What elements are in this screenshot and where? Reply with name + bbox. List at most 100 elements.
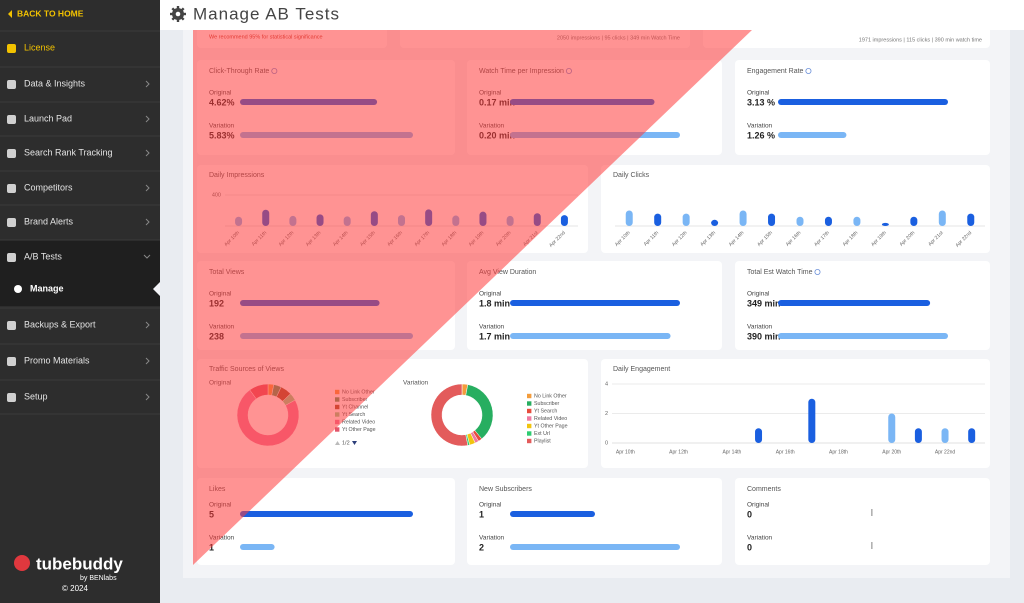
chevron-right <box>145 184 150 192</box>
logo-icon <box>14 555 30 571</box>
menu-icon <box>7 115 16 124</box>
info-icon[interactable] <box>814 268 821 275</box>
chevron-right <box>145 149 150 157</box>
metric-bar <box>240 511 413 517</box>
menu-icon <box>7 80 16 89</box>
legend-swatch <box>527 393 532 399</box>
row-label: Variation <box>209 535 235 542</box>
chevron-right <box>145 80 150 88</box>
chevron-down <box>143 254 151 259</box>
chevron-right <box>145 321 150 329</box>
row-label: Original <box>479 502 502 509</box>
metric-bar <box>871 542 873 549</box>
metric-bar <box>778 300 931 306</box>
chart-title: Daily Engagement <box>613 366 670 373</box>
metric-value: 3.13 % <box>747 97 775 107</box>
legend-label: Yt Search <box>534 408 557 414</box>
metric-value: 390 min <box>747 331 781 341</box>
submenu-icon <box>14 285 22 293</box>
bar <box>711 219 719 226</box>
legend-label: Yt Search <box>342 412 365 418</box>
metric-value: 2 <box>479 542 484 552</box>
legend-label: No Link Other <box>534 393 567 399</box>
menu-item[interactable]: Launch Pad <box>24 113 72 123</box>
bar <box>938 210 946 226</box>
bar <box>808 398 816 443</box>
menu-item[interactable]: License <box>24 42 55 52</box>
pie-slice <box>430 383 469 447</box>
gear-icon <box>170 6 186 22</box>
bar <box>853 216 861 226</box>
legend-label: Yt Other Page <box>342 427 376 433</box>
bar <box>755 428 763 443</box>
menu-item[interactable]: Data & Insights <box>24 78 86 88</box>
card-title: Avg View Duration <box>479 269 536 276</box>
metric-value: 1.7 min <box>479 331 510 341</box>
copyright: © 2024 <box>62 584 88 593</box>
chart-subtitle: Variation <box>403 380 429 387</box>
logo: tubebuddy <box>36 554 123 573</box>
header: Manage AB Tests <box>160 0 1024 30</box>
card <box>197 478 455 565</box>
legend-swatch <box>527 431 532 436</box>
metric-value: 0 <box>747 542 752 552</box>
card-title: Engagement Rate <box>747 68 804 75</box>
selected-indicator <box>153 282 160 296</box>
bar <box>625 210 633 226</box>
y-tick-label: 4 <box>605 381 608 387</box>
x-tick-label: Apr 14th <box>722 449 741 455</box>
legend-prev[interactable] <box>335 441 340 445</box>
info-icon[interactable] <box>805 68 812 75</box>
legend-label: Subscriber <box>534 401 560 407</box>
legend-label: Ext Url <box>534 431 550 437</box>
metric-value: 1.26 % <box>747 130 775 140</box>
x-tick-label: Apr 10th <box>616 449 635 455</box>
legend-swatch <box>527 423 532 429</box>
metric-value: 1 <box>209 542 214 552</box>
chevron-right <box>145 357 150 365</box>
bar <box>768 213 776 226</box>
highlight-overlay <box>193 30 752 565</box>
x-tick-label: Apr 18th <box>829 449 848 455</box>
legend-swatch <box>527 401 532 406</box>
row-label: Original <box>747 502 770 509</box>
metric-bar <box>510 333 671 339</box>
menu-item[interactable]: Brand Alerts <box>24 216 74 226</box>
summary-stats: 1971 impressions | 115 clicks | 390 min … <box>859 37 982 43</box>
menu-item[interactable]: Competitors <box>24 182 73 192</box>
chevron-right <box>145 115 150 123</box>
expanded-menu-bg <box>0 240 160 306</box>
sidebar: BACK TO HOME License Data & Insights Launch… <box>0 0 160 603</box>
bar <box>914 428 922 443</box>
menu-item[interactable]: Promo Materials <box>24 355 90 365</box>
page-title: Manage AB Tests <box>193 4 340 23</box>
bar <box>968 428 976 443</box>
legend-next[interactable] <box>352 441 357 445</box>
bar <box>824 216 832 226</box>
bar <box>910 216 918 226</box>
card-title: Total Est Watch Time <box>747 269 813 276</box>
menu-icon <box>7 393 16 402</box>
bar <box>796 216 804 226</box>
card <box>735 60 990 155</box>
row-label: Original <box>747 291 770 298</box>
menu-icon <box>7 253 16 262</box>
metric-bar <box>778 333 948 339</box>
row-label: Variation <box>479 324 505 331</box>
bar <box>739 210 747 226</box>
menu-icon <box>7 184 16 193</box>
back-link[interactable]: BACK TO HOME <box>17 8 84 18</box>
card-title: New Subscribers <box>479 486 532 493</box>
menu-item[interactable]: Backups & Export <box>24 319 96 329</box>
menu-item[interactable]: A/B Tests <box>24 251 62 261</box>
menu-item[interactable]: Setup <box>24 391 48 401</box>
bar <box>967 213 975 226</box>
menu-icon <box>7 44 16 53</box>
y-tick-label: 0 <box>605 440 608 446</box>
bar <box>560 215 568 226</box>
card <box>735 478 990 565</box>
legend-label: Yt Other Page <box>534 423 568 429</box>
submenu-item[interactable]: Manage <box>30 283 64 293</box>
menu-item[interactable]: Search Rank Tracking <box>24 147 113 157</box>
